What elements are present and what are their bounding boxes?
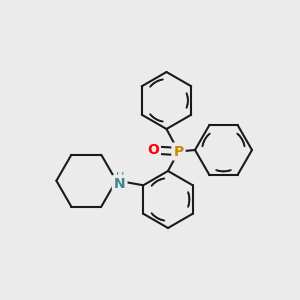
Text: H: H: [116, 172, 124, 182]
Text: P: P: [173, 145, 184, 158]
Text: N: N: [114, 177, 125, 191]
Text: O: O: [147, 143, 159, 157]
